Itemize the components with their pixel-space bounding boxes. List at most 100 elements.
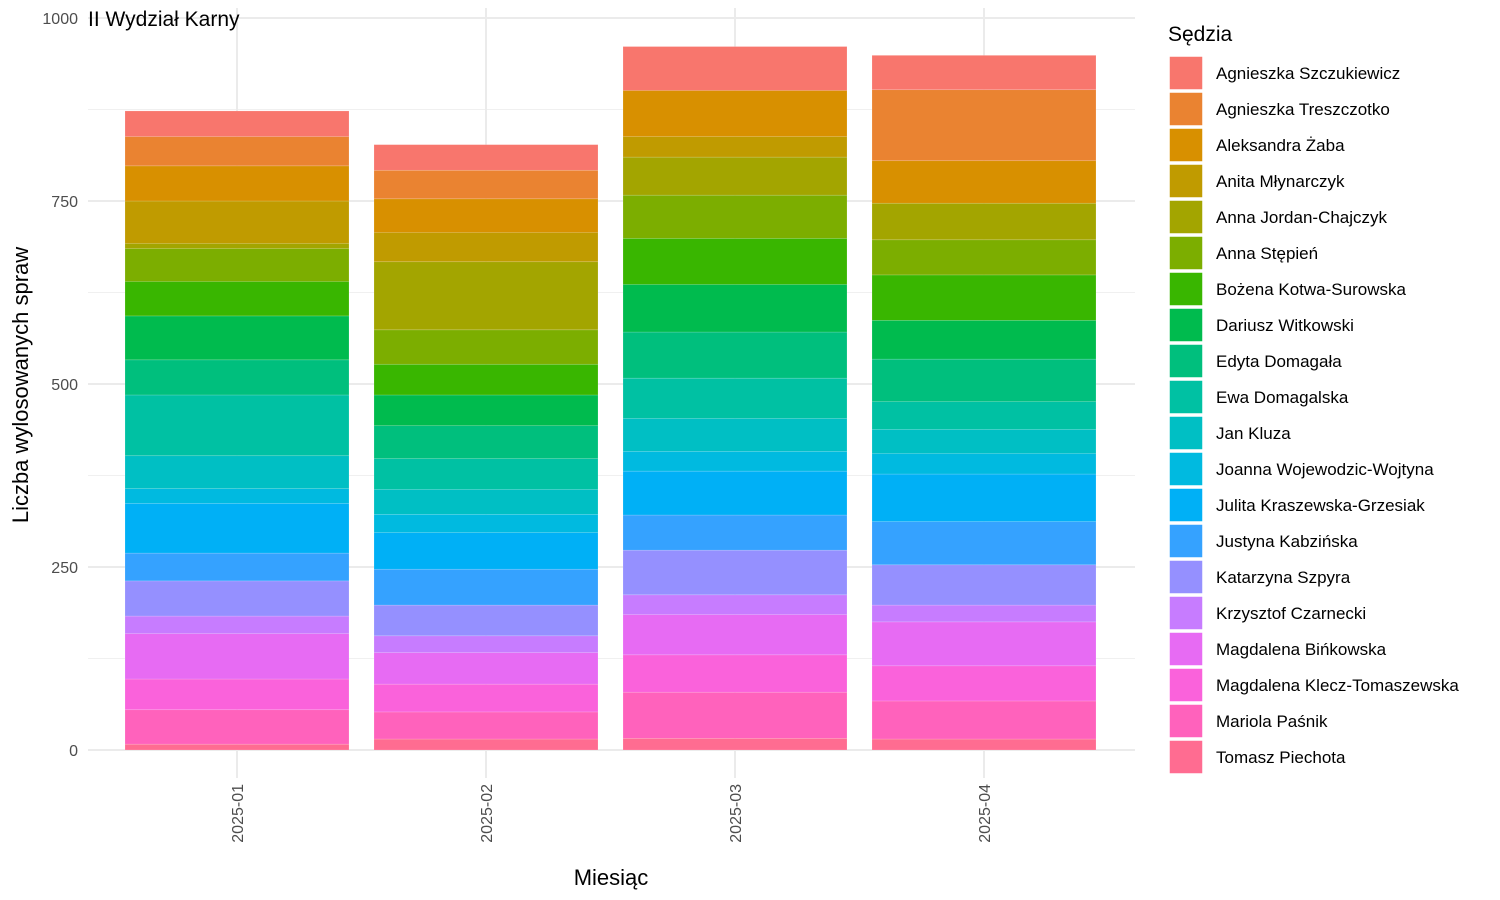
y-tick-label: 1000 bbox=[42, 11, 78, 28]
bar-segment bbox=[622, 514, 848, 551]
legend-key bbox=[1168, 199, 1204, 235]
bar-segment bbox=[622, 737, 848, 751]
legend-label: Justyna Kabzińska bbox=[1216, 532, 1358, 551]
bar-segment bbox=[871, 274, 1097, 321]
bar-segment bbox=[124, 243, 350, 249]
legend-label: Aleksandra Żaba bbox=[1216, 136, 1345, 155]
legend-label: Tomasz Piechota bbox=[1216, 748, 1346, 767]
bar-segment bbox=[622, 594, 848, 615]
bar-segment bbox=[373, 489, 599, 515]
x-axis-title: Miesiąc bbox=[574, 865, 649, 890]
bar-segment bbox=[124, 359, 350, 396]
legend-label: Krzysztof Czarnecki bbox=[1216, 604, 1366, 623]
bar-segment bbox=[373, 532, 599, 570]
bar-segment bbox=[373, 425, 599, 459]
bar-segment bbox=[124, 552, 350, 582]
legend: Sędzia Agnieszka Szczukiewicz Agnieszka T… bbox=[1168, 23, 1459, 775]
bar-segment bbox=[124, 678, 350, 711]
bar-segment bbox=[124, 315, 350, 361]
bar-segment bbox=[124, 110, 350, 137]
bar-segment bbox=[373, 232, 599, 263]
bar-segment bbox=[373, 683, 599, 713]
legend-label: Magdalena Bińkowska bbox=[1216, 640, 1387, 659]
bar-segment bbox=[622, 549, 848, 596]
legend-key bbox=[1168, 163, 1204, 199]
bar-segment bbox=[373, 144, 599, 171]
bar-segment bbox=[871, 89, 1097, 162]
bar-segment bbox=[622, 194, 848, 239]
bar-segment bbox=[124, 165, 350, 202]
legend-title: Sędzia bbox=[1168, 23, 1233, 46]
bar-segment bbox=[871, 700, 1097, 740]
x-axis: 2025-01 2025-02 2025-03 2025-04 bbox=[230, 784, 994, 843]
legend-key bbox=[1168, 667, 1204, 703]
bar-segment bbox=[622, 46, 848, 91]
bar-segment bbox=[622, 156, 848, 196]
bar-segment bbox=[124, 580, 350, 617]
legend-key bbox=[1168, 487, 1204, 523]
bar-segment bbox=[373, 363, 599, 396]
legend-key bbox=[1168, 631, 1204, 667]
bar-segment bbox=[871, 453, 1097, 475]
bar-segment bbox=[373, 568, 599, 606]
legend-key bbox=[1168, 523, 1204, 559]
bar-segment bbox=[622, 451, 848, 472]
bar-segment bbox=[622, 614, 848, 656]
bar-segment bbox=[124, 200, 350, 244]
legend-key bbox=[1168, 703, 1204, 739]
legend-label: Anna Jordan-Chajczyk bbox=[1216, 208, 1388, 227]
bar-segment bbox=[124, 743, 350, 751]
bar-segment bbox=[373, 635, 599, 653]
bar-segment bbox=[373, 738, 599, 751]
bar-segment bbox=[124, 136, 350, 167]
legend-key bbox=[1168, 127, 1204, 163]
bar-segment bbox=[373, 513, 599, 533]
legend-key bbox=[1168, 415, 1204, 451]
bar-segment bbox=[871, 401, 1097, 430]
bar-segment bbox=[871, 738, 1097, 751]
legend-label: Agnieszka Treszczotko bbox=[1216, 100, 1390, 119]
bar-segment bbox=[124, 503, 350, 554]
bar-segment bbox=[871, 160, 1097, 204]
legend-key bbox=[1168, 343, 1204, 379]
bar-segment bbox=[373, 458, 599, 490]
bar-segment bbox=[622, 418, 848, 452]
bar-segment bbox=[871, 564, 1097, 606]
legend-label: Anita Młynarczyk bbox=[1216, 172, 1345, 191]
bar-segment bbox=[622, 238, 848, 285]
y-tick-label: 250 bbox=[51, 560, 78, 577]
y-tick-label: 0 bbox=[69, 743, 78, 760]
bar-segment bbox=[124, 615, 350, 634]
bar-segment bbox=[124, 455, 350, 489]
bar-segment bbox=[373, 261, 599, 331]
bar-segment bbox=[622, 654, 848, 693]
bar-segment bbox=[622, 136, 848, 158]
x-tick-label: 2025-03 bbox=[728, 784, 745, 843]
bar-segment bbox=[124, 248, 350, 282]
bar-segment bbox=[871, 358, 1097, 402]
bar-segment bbox=[871, 429, 1097, 454]
bar-segment bbox=[871, 621, 1097, 667]
bar-segment bbox=[871, 202, 1097, 241]
bar-segment bbox=[124, 488, 350, 504]
legend-label: Anna Stępień bbox=[1216, 244, 1318, 263]
legend-key bbox=[1168, 379, 1204, 415]
legend-label: Jan Kluza bbox=[1216, 424, 1291, 443]
legend-key bbox=[1168, 451, 1204, 487]
bar-segment bbox=[871, 665, 1097, 702]
bar-segment bbox=[871, 604, 1097, 623]
legend-label: Joanna Wojewodzic-Wojtyna bbox=[1216, 460, 1434, 479]
bar-segment bbox=[124, 709, 350, 745]
x-tick-label: 2025-04 bbox=[977, 784, 994, 843]
legend-label: Mariola Paśnik bbox=[1216, 712, 1328, 731]
legend-key bbox=[1168, 595, 1204, 631]
bar-segment bbox=[124, 394, 350, 457]
bar-segment bbox=[622, 331, 848, 379]
y-axis: 0 250 500 750 1000 bbox=[42, 11, 78, 760]
bar-segment bbox=[124, 633, 350, 680]
legend-key bbox=[1168, 235, 1204, 271]
legend-key bbox=[1168, 91, 1204, 127]
chart-title: II Wydział Karny bbox=[88, 8, 240, 31]
